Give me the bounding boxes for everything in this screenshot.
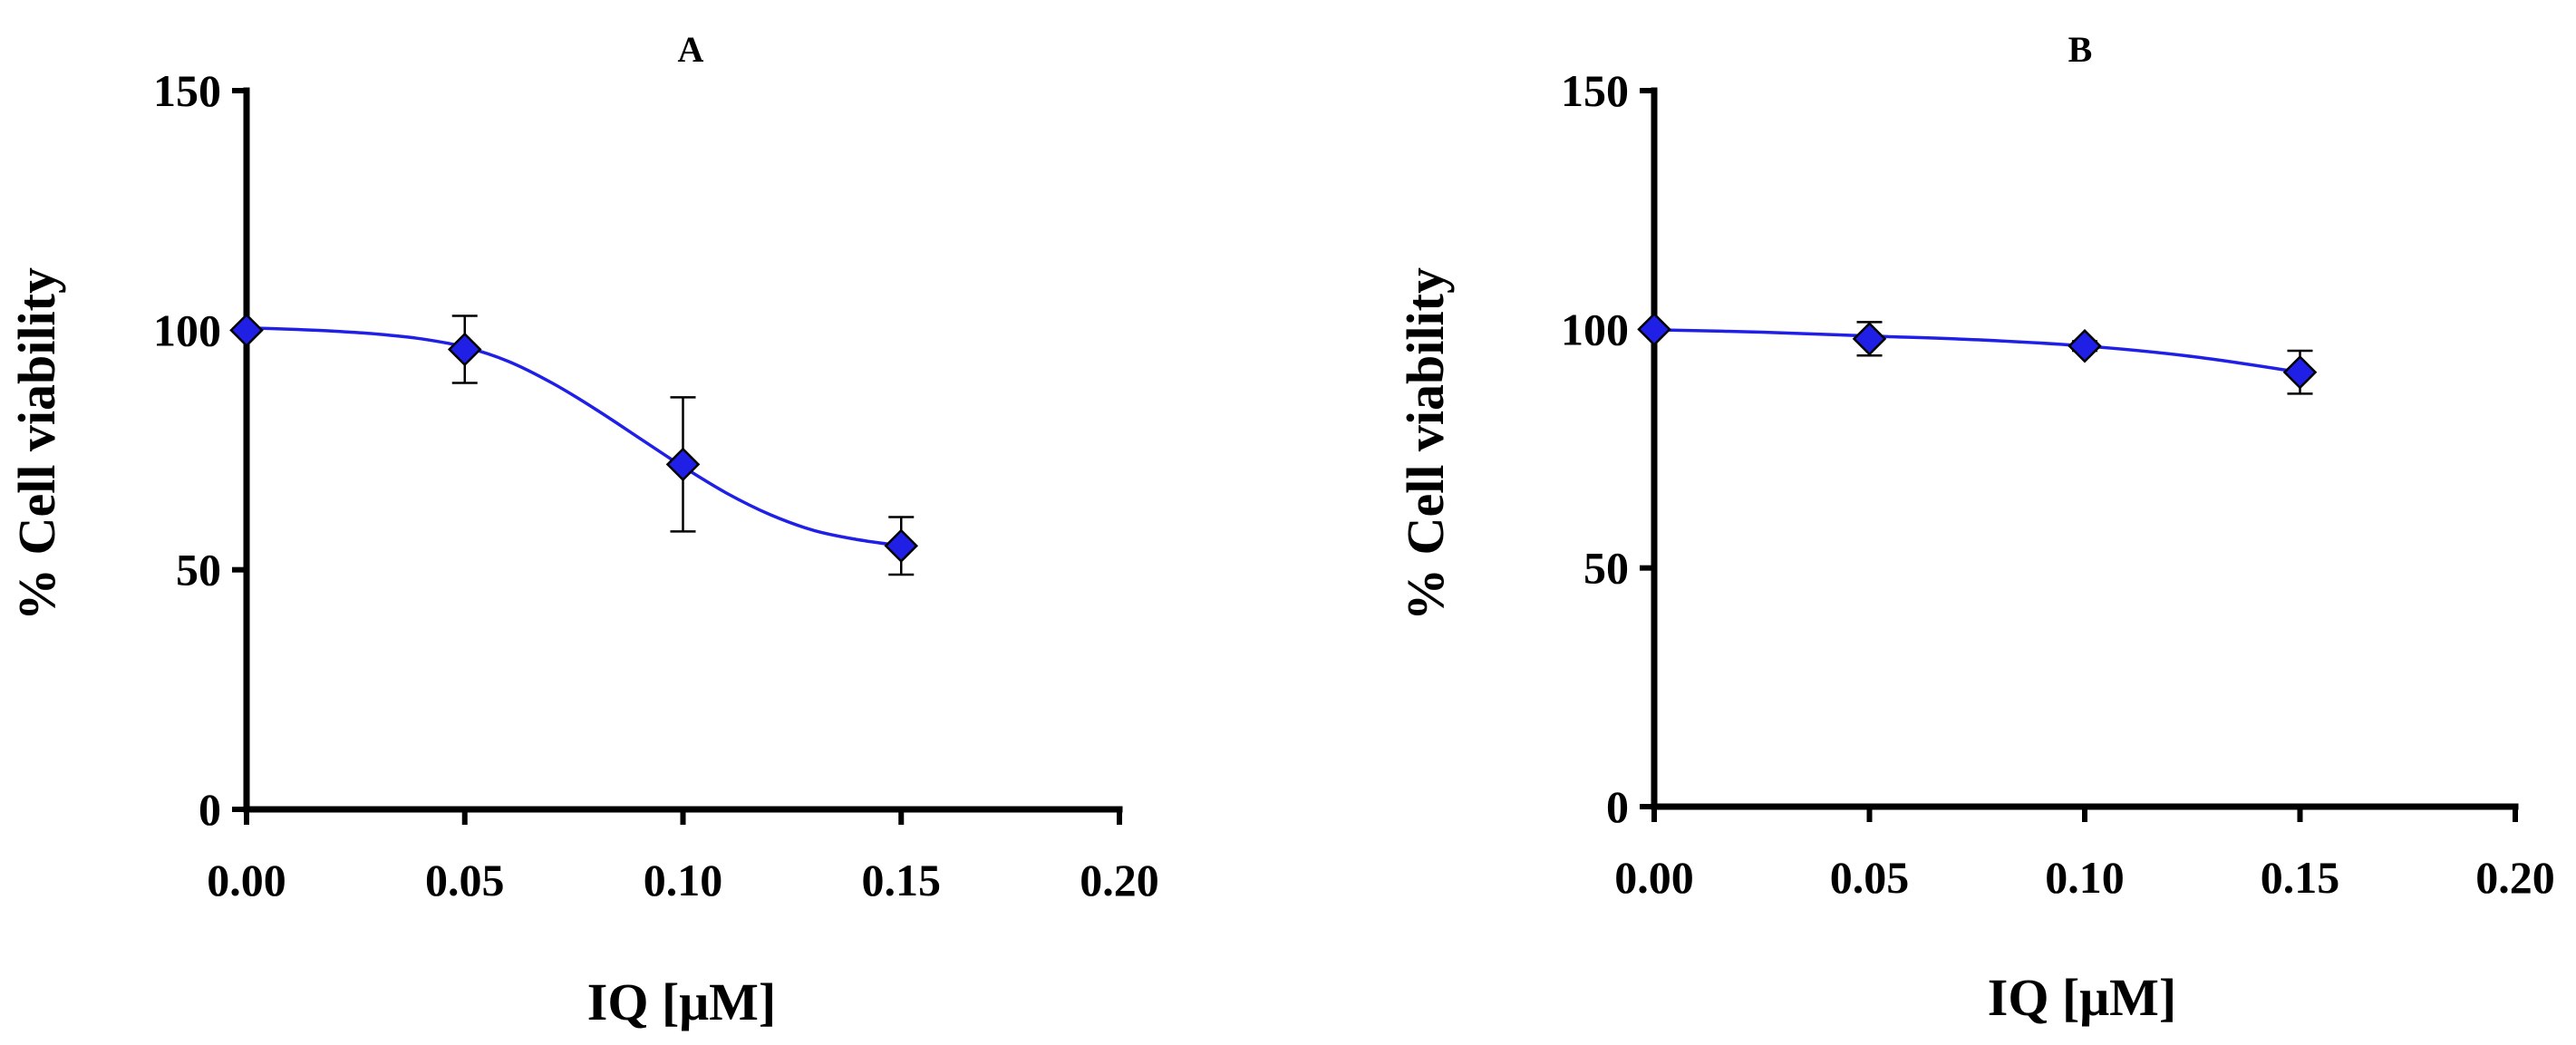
panel-a: A % Cell viability IQ [μM] 0 50 100 150 0.00… bbox=[7, 29, 1159, 1031]
panel-b-x-tick-label: 0.10 bbox=[2045, 852, 2125, 903]
panel-b-x-tick-label: 0.05 bbox=[1830, 852, 1910, 903]
panel-b-data-point bbox=[2068, 328, 2102, 363]
panel-a-x-axis-title: IQ [μM] bbox=[587, 972, 776, 1031]
panel-a-data-point bbox=[665, 447, 701, 482]
panel-a-x-tick-label: 0.15 bbox=[862, 855, 942, 905]
panel-b-data-point bbox=[1637, 312, 1671, 347]
panel-a-x-tick-label: 0.00 bbox=[207, 855, 286, 905]
panel-a-title: A bbox=[678, 29, 704, 70]
panel-a-fit-curve bbox=[246, 325, 902, 547]
panel-a-data-point bbox=[447, 332, 482, 367]
panel-a-y-tick-label: 100 bbox=[153, 305, 221, 355]
panel-b-x-tick-label: 0.00 bbox=[1614, 852, 1694, 903]
panel-b-x-axis-title: IQ [μM] bbox=[1988, 968, 2176, 1027]
panel-b-title: B bbox=[2068, 29, 2093, 70]
panel-b-y-tick-label: 100 bbox=[1561, 304, 1629, 354]
panel-b-y-tick-label: 0 bbox=[1606, 781, 1629, 832]
panel-b-x-tick-label: 0.15 bbox=[2261, 852, 2340, 903]
panel-a-x-tick-label: 0.10 bbox=[644, 855, 723, 905]
panel-b-y-axis-title: % Cell viability bbox=[1396, 267, 1455, 621]
panel-b-x-tick-label: 0.20 bbox=[2475, 852, 2555, 903]
panel-a-x-tick-label: 0.20 bbox=[1080, 855, 1159, 905]
panel-a-y-tick-label: 0 bbox=[199, 784, 221, 835]
panel-a-y-tick-label: 50 bbox=[176, 545, 221, 595]
panel-a-y-axis-title: % Cell viability bbox=[7, 267, 66, 621]
panel-b-data-point bbox=[1852, 322, 1887, 356]
panel-a-data-point bbox=[884, 528, 919, 564]
panel-a-x-tick-label: 0.05 bbox=[425, 855, 505, 905]
panel-b-data-point bbox=[2282, 354, 2318, 390]
panel-b-axes bbox=[1651, 87, 2519, 810]
panel-b-fit-curve bbox=[1653, 328, 2300, 374]
panel-b-y-tick-label: 150 bbox=[1561, 65, 1629, 116]
panel-b: B % Cell viability IQ [μM] 0 50 100 150 0.00… bbox=[1396, 29, 2555, 1027]
panel-a-data-point bbox=[229, 313, 264, 348]
panel-a-y-tick-label: 150 bbox=[153, 65, 221, 116]
panel-b-y-tick-label: 50 bbox=[1583, 543, 1629, 594]
